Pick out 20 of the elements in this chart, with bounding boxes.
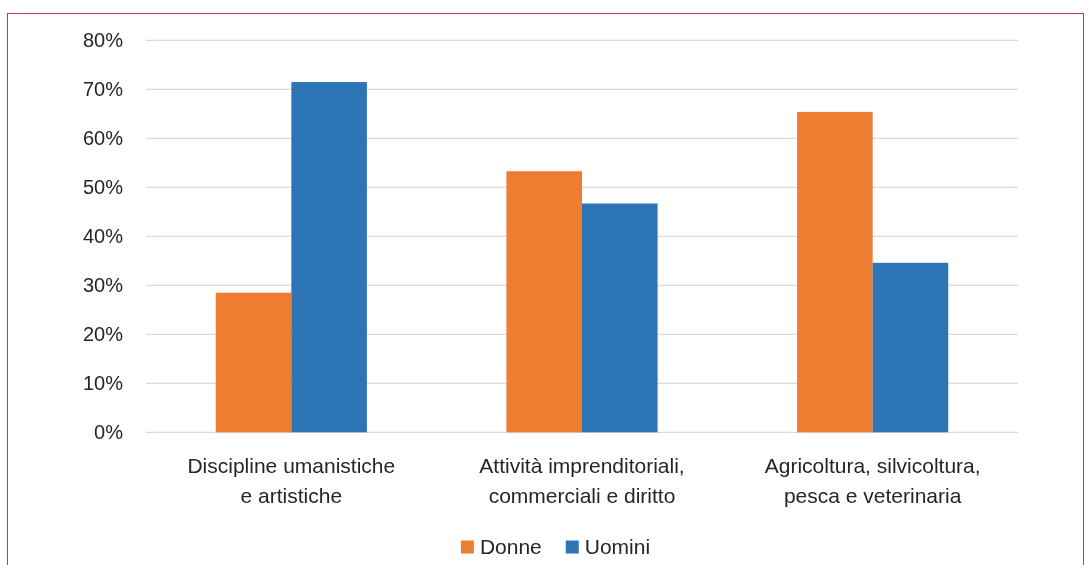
- bar: [797, 111, 873, 433]
- bar: [872, 262, 949, 433]
- y-tick-label: 80%: [82, 29, 124, 52]
- x-tick-label: Discipline umanistiche e artistiche: [187, 454, 396, 507]
- y-tick-label: 50%: [82, 176, 124, 199]
- bar: [582, 203, 658, 433]
- legend-label: Donne: [479, 535, 542, 559]
- y-tick-label: 20%: [82, 323, 124, 346]
- y-tick-label: 40%: [82, 225, 124, 248]
- x-tick-label: Agricoltura, silvicoltura, pesca e veterinaria: [764, 454, 981, 507]
- y-tick-label: 30%: [82, 274, 124, 297]
- y-tick-label: 0%: [94, 421, 124, 444]
- bar: [291, 82, 367, 433]
- legend-label: Uomini: [584, 535, 651, 559]
- y-tick-label: 70%: [82, 78, 124, 101]
- y-tick-label: 10%: [82, 372, 124, 395]
- x-tick-label: Attività imprenditoriali, commerciali e diritto: [479, 454, 685, 507]
- y-tick-label: 60%: [82, 127, 124, 150]
- bar: [215, 292, 292, 433]
- bar: [506, 171, 582, 433]
